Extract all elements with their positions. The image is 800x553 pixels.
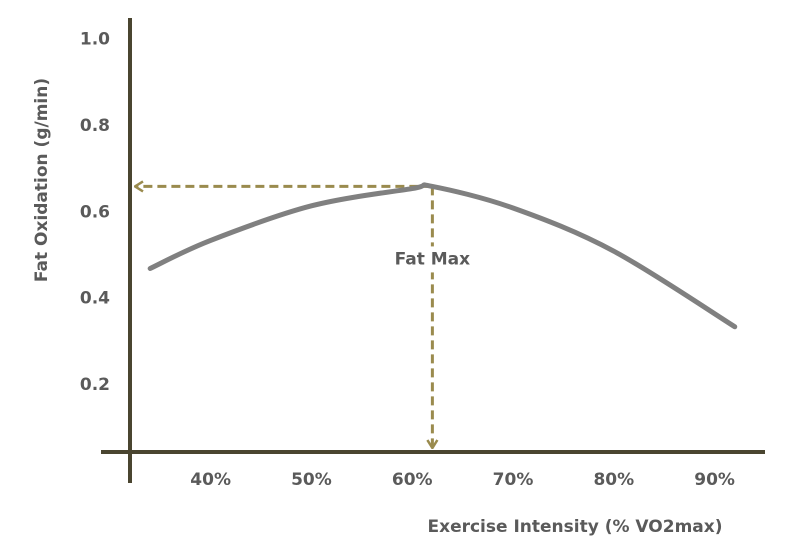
- x-tick-label: 60%: [392, 470, 433, 490]
- annotation-bg: [387, 246, 478, 273]
- x-tick-label: 80%: [593, 470, 634, 490]
- y-tick-label: 0.2: [80, 375, 110, 395]
- x-axis-label: Exercise Intensity (% VO2max): [427, 517, 722, 537]
- x-tick-label: 50%: [291, 470, 332, 490]
- y-tick-label: 0.6: [80, 202, 110, 222]
- annotation-label: Fat Max: [395, 249, 471, 269]
- x-tick-label: 40%: [190, 470, 231, 490]
- x-tick-label: 70%: [493, 470, 534, 490]
- y-tick-label: 1.0: [80, 30, 110, 50]
- y-tick-label: 0.4: [80, 289, 110, 309]
- x-tick-label: 90%: [694, 470, 735, 490]
- line-series: [147, 182, 738, 330]
- y-axis-label: Fat Oxidation (g/min): [32, 78, 52, 282]
- y-tick-label: 0.8: [80, 116, 110, 136]
